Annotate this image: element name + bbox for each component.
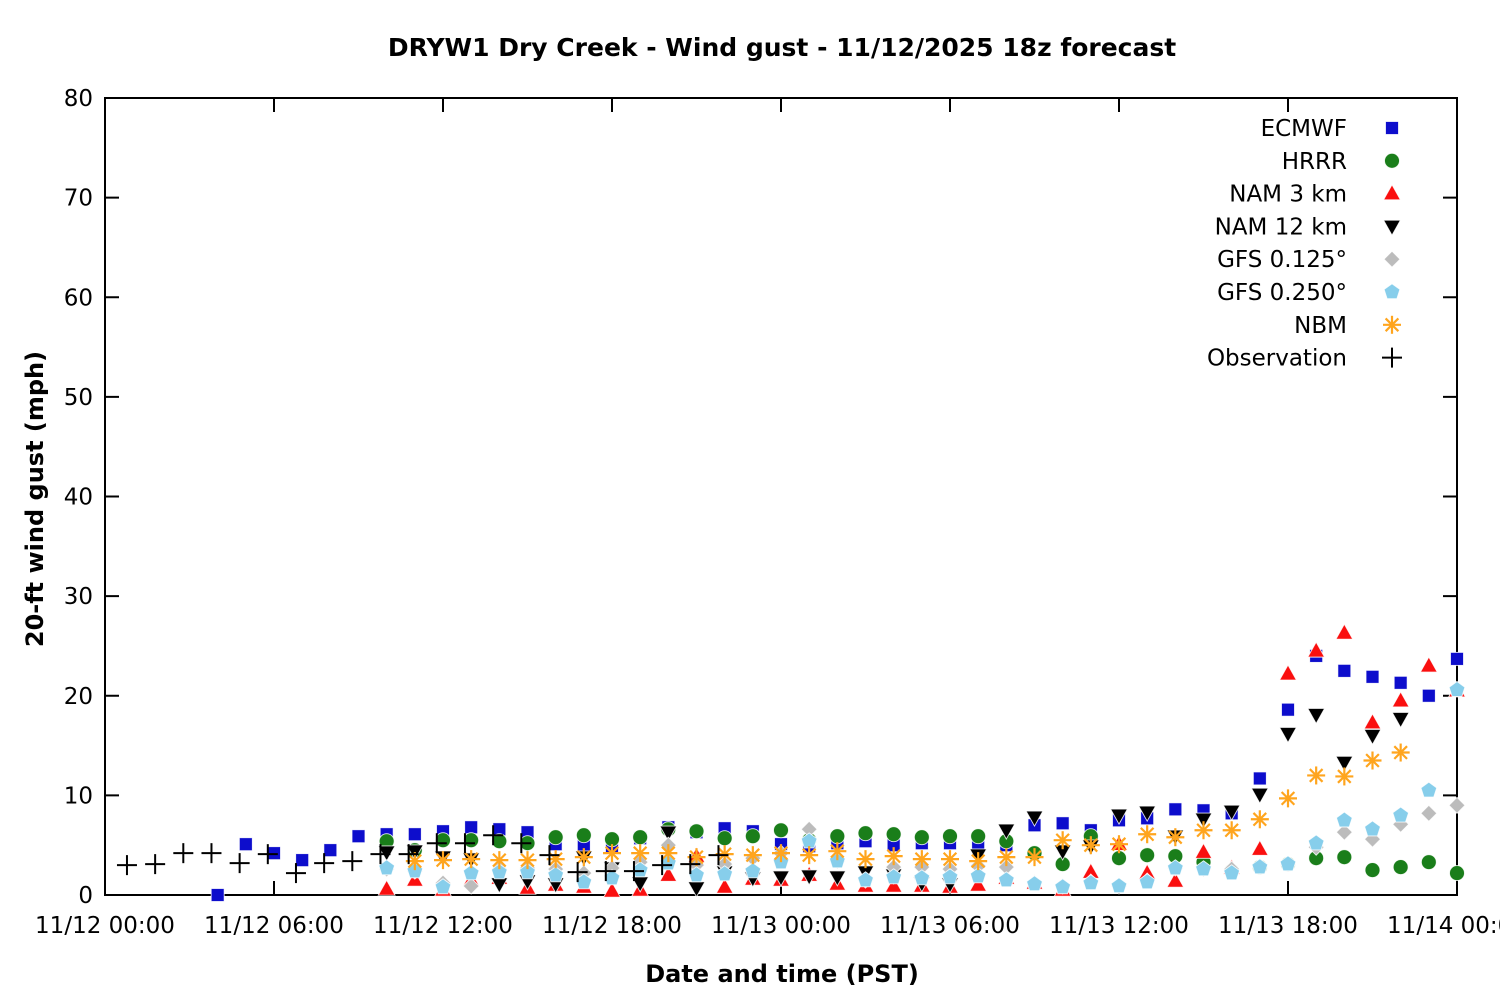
x-tick-label: 11/14 00:00 [1387, 913, 1500, 939]
legend-label: HRRR [1282, 149, 1347, 175]
legend-item-nam-12-km: NAM 12 km [1215, 214, 1402, 240]
series-gfs-0-250- [378, 680, 1466, 895]
legend: ECMWF HRRR NAM 3 km NAM 12 km GFS 0.125° GFS … [1207, 116, 1402, 372]
chart-title: DRYW1 Dry Creek - Wind gust - 11/12/2025… [387, 33, 1177, 62]
legend-item-gfs-0-125-: GFS 0.125° [1217, 247, 1401, 273]
legend-label: Observation [1207, 346, 1347, 372]
legend-label: NAM 12 km [1215, 214, 1347, 240]
legend-item-gfs-0-250-: GFS 0.250° [1217, 280, 1401, 306]
y-tick-label: 70 [64, 186, 93, 212]
y-tick-label: 60 [64, 285, 93, 311]
x-tick-label: 11/12 12:00 [373, 913, 513, 939]
y-tick-label: 20 [64, 684, 93, 710]
x-tick-label: 11/13 12:00 [1049, 913, 1189, 939]
legend-item-nbm: NBM [1294, 313, 1401, 339]
x-tick-label: 11/13 18:00 [1218, 913, 1358, 939]
y-tick-label: 30 [64, 584, 93, 610]
y-tick-label: 0 [78, 883, 93, 909]
x-tick-label: 11/13 00:00 [711, 913, 851, 939]
y-tick-label: 40 [64, 485, 93, 511]
legend-label: ECMWF [1261, 116, 1347, 142]
legend-label: NBM [1294, 313, 1347, 339]
x-tick-label: 11/12 06:00 [204, 913, 344, 939]
legend-item-nam-3-km: NAM 3 km [1229, 182, 1402, 208]
y-tick-label: 10 [64, 783, 93, 809]
legend-label: NAM 3 km [1229, 182, 1347, 208]
x-tick-label: 11/13 06:00 [880, 913, 1020, 939]
series-observation [116, 825, 729, 884]
y-tick-label: 80 [64, 86, 93, 112]
x-axis-title: Date and time (PST) [645, 960, 919, 988]
x-tick-label: 11/12 00:00 [35, 913, 175, 939]
legend-item-hrrr: HRRR [1282, 149, 1400, 175]
legend-item-observation: Observation [1207, 346, 1402, 372]
axes: 11/12 00:00 11/12 06:00 11/12 12:00 11/12 1… [35, 86, 1500, 939]
legend-item-ecmwf: ECMWF [1261, 116, 1399, 142]
y-tick-label: 50 [64, 385, 93, 411]
legend-label: GFS 0.250° [1217, 280, 1347, 306]
legend-label: GFS 0.125° [1217, 247, 1347, 273]
x-tick-label: 11/12 18:00 [542, 913, 682, 939]
